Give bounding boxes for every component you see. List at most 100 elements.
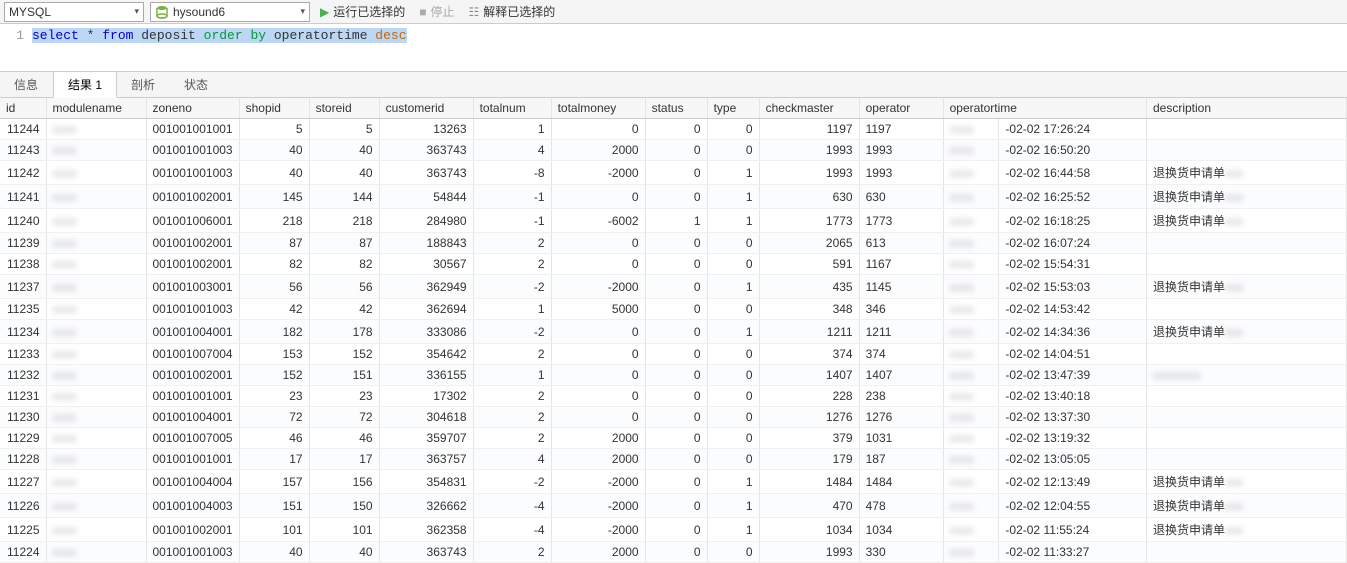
result-grid: idmodulenamezonenoshopidstoreidcustomeri… (0, 98, 1347, 563)
column-header-storeid[interactable]: storeid (309, 98, 379, 119)
table-row[interactable]: 11242xxxx0010010010034040363743-8-200001… (0, 161, 1347, 185)
cell-shopid: 87 (239, 233, 309, 254)
cell-type: 0 (707, 344, 759, 365)
table-row[interactable]: 11226xxxx001001004003151150326662-4-2000… (0, 494, 1347, 518)
explain-button[interactable]: ☷ 解释已选择的 (465, 2, 560, 22)
cell-operator: 187 (859, 449, 943, 470)
table-row[interactable]: 11228xxxx0010010010011717363757420000017… (0, 449, 1347, 470)
column-header-id[interactable]: id (0, 98, 46, 119)
run-button[interactable]: ▶ 运行已选择的 (316, 2, 409, 22)
table-row[interactable]: 11240xxxx001001006001218218284980-1-6002… (0, 209, 1347, 233)
cell-id: 11240 (0, 209, 46, 233)
cell-totalnum: -2 (473, 470, 551, 494)
table-row[interactable]: 11238xxxx0010010020018282305672000591116… (0, 254, 1347, 275)
cell-operatortime: -02-02 11:33:27 (999, 542, 1147, 563)
table-row[interactable]: 11225xxxx001001002001101101362358-4-2000… (0, 518, 1347, 542)
table-row[interactable]: 11224xxxx0010010010034040363743220000019… (0, 542, 1347, 563)
cell-operator: 1031 (859, 428, 943, 449)
cell-modulename: xxxx (46, 470, 146, 494)
explain-icon: ☷ (469, 5, 480, 19)
table-row[interactable]: 11237xxxx0010010030015656362949-2-200001… (0, 275, 1347, 299)
cell-description: xxxxxxxx (1147, 365, 1347, 386)
cell-status: 0 (645, 449, 707, 470)
cell-opprefix: xxxx (943, 386, 999, 407)
column-header-zoneno[interactable]: zoneno (146, 98, 239, 119)
cell-totalnum: 2 (473, 428, 551, 449)
cell-modulename: xxxx (46, 299, 146, 320)
cell-modulename: xxxx (46, 386, 146, 407)
result-grid-wrap[interactable]: idmodulenamezonenoshopidstoreidcustomeri… (0, 98, 1347, 563)
column-header-totalnum[interactable]: totalnum (473, 98, 551, 119)
column-header-type[interactable]: type (707, 98, 759, 119)
table-row[interactable]: 11244xxxx0010010010015513263100011971197… (0, 119, 1347, 140)
table-row[interactable]: 11239xxxx0010010020018787188843200020656… (0, 233, 1347, 254)
tab-info[interactable]: 信息 (0, 72, 53, 97)
stop-button[interactable]: ■ 停止 (415, 2, 458, 22)
cell-totalnum: 1 (473, 365, 551, 386)
table-row[interactable]: 11232xxxx0010010020011521513361551000140… (0, 365, 1347, 386)
column-header-shopid[interactable]: shopid (239, 98, 309, 119)
cell-storeid: 156 (309, 470, 379, 494)
column-header-totalmoney[interactable]: totalmoney (551, 98, 645, 119)
cell-zoneno: 001001004004 (146, 470, 239, 494)
cell-storeid: 42 (309, 299, 379, 320)
cell-zoneno: 001001001001 (146, 386, 239, 407)
tab-status[interactable]: 状态 (170, 72, 223, 97)
table-row[interactable]: 11227xxxx001001004004157156354831-2-2000… (0, 470, 1347, 494)
cell-id: 11228 (0, 449, 46, 470)
column-header-status[interactable]: status (645, 98, 707, 119)
cell-storeid: 23 (309, 386, 379, 407)
cell-operatortime: -02-02 15:54:31 (999, 254, 1147, 275)
cell-opprefix: xxxx (943, 407, 999, 428)
sql-code-line[interactable]: select * from deposit order by operatort… (32, 28, 1347, 43)
cell-operatortime: -02-02 13:47:39 (999, 365, 1147, 386)
cell-status: 1 (645, 209, 707, 233)
cell-modulename: xxxx (46, 140, 146, 161)
cell-opprefix: xxxx (943, 254, 999, 275)
table-row[interactable]: 11231xxxx0010010010012323173022000228238… (0, 386, 1347, 407)
tab-result[interactable]: 结果 1 (53, 71, 117, 98)
column-header-checkmaster[interactable]: checkmaster (759, 98, 859, 119)
cell-type: 0 (707, 119, 759, 140)
cell-totalmoney: -2000 (551, 161, 645, 185)
line-number: 1 (16, 28, 24, 43)
cell-modulename: xxxx (46, 161, 146, 185)
column-header-description[interactable]: description (1147, 98, 1347, 119)
cell-shopid: 157 (239, 470, 309, 494)
cell-totalmoney: 2000 (551, 542, 645, 563)
toolbar: MYSQL ▾ hysound6 ▾ ▶ 运行已选择的 ■ 停止 ☷ 解释已选择… (0, 0, 1347, 24)
column-header-operator[interactable]: operator (859, 98, 943, 119)
cell-checkmaster: 470 (759, 494, 859, 518)
table-row[interactable]: 11233xxxx0010010070041531523546422000374… (0, 344, 1347, 365)
tab-profile[interactable]: 剖析 (117, 72, 170, 97)
column-header-operatortime[interactable]: operatortime (943, 98, 1146, 119)
database-icon (155, 5, 169, 19)
db-name-dropdown[interactable]: hysound6 ▾ (150, 2, 310, 22)
table-row[interactable]: 11230xxxx0010010040017272304618200012761… (0, 407, 1347, 428)
db-type-dropdown[interactable]: MYSQL ▾ (4, 2, 144, 22)
column-header-customerid[interactable]: customerid (379, 98, 473, 119)
table-row[interactable]: 11243xxxx0010010010034040363743420000019… (0, 140, 1347, 161)
table-row[interactable]: 11234xxxx001001004001182178333086-200112… (0, 320, 1347, 344)
cell-zoneno: 001001007004 (146, 344, 239, 365)
cell-operatortime: -02-02 14:34:36 (999, 320, 1147, 344)
cell-storeid: 40 (309, 542, 379, 563)
cell-totalmoney: -6002 (551, 209, 645, 233)
cell-operatortime: -02-02 17:26:24 (999, 119, 1147, 140)
cell-totalmoney: 0 (551, 320, 645, 344)
stop-label: 停止 (431, 3, 455, 20)
table-row[interactable]: 11229xxxx0010010070054646359707220000037… (0, 428, 1347, 449)
table-row[interactable]: 11241xxxx00100100200114514454844-1001630… (0, 185, 1347, 209)
cell-description: 退换货申请单xxx (1147, 185, 1347, 209)
cell-modulename: xxxx (46, 185, 146, 209)
table-row[interactable]: 11235xxxx0010010010034242362694150000034… (0, 299, 1347, 320)
cell-storeid: 82 (309, 254, 379, 275)
sql-editor[interactable]: 1 select * from deposit order by operato… (0, 24, 1347, 72)
cell-shopid: 182 (239, 320, 309, 344)
cell-checkmaster: 591 (759, 254, 859, 275)
cell-type: 1 (707, 470, 759, 494)
cell-status: 0 (645, 365, 707, 386)
column-header-modulename[interactable]: modulename (46, 98, 146, 119)
cell-operator: 1197 (859, 119, 943, 140)
cell-zoneno: 001001002001 (146, 254, 239, 275)
